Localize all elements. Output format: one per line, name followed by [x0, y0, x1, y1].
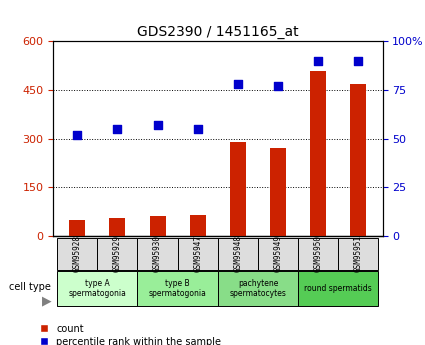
FancyBboxPatch shape — [57, 272, 137, 306]
FancyBboxPatch shape — [218, 272, 298, 306]
Point — [114, 126, 121, 132]
Text: GSM95929: GSM95929 — [113, 235, 122, 273]
Bar — [69, 219, 85, 236]
FancyBboxPatch shape — [218, 238, 258, 270]
Legend: count, percentile rank within the sample: count, percentile rank within the sample — [39, 324, 221, 345]
FancyBboxPatch shape — [137, 238, 178, 270]
Text: GSM95947: GSM95947 — [193, 235, 202, 273]
FancyBboxPatch shape — [178, 238, 218, 270]
Point — [315, 58, 322, 63]
Text: round spermatids: round spermatids — [304, 284, 372, 293]
Bar — [350, 83, 366, 236]
Bar — [310, 71, 326, 236]
Bar — [190, 215, 206, 236]
Text: GSM95949: GSM95949 — [274, 235, 283, 273]
Text: GSM95930: GSM95930 — [153, 235, 162, 273]
Text: GSM95950: GSM95950 — [314, 235, 323, 273]
Text: GSM95951: GSM95951 — [354, 235, 363, 273]
Text: pachytene
spermatocytes: pachytene spermatocytes — [230, 279, 286, 298]
FancyBboxPatch shape — [298, 272, 379, 306]
FancyBboxPatch shape — [298, 238, 338, 270]
Text: type A
spermatogonia: type A spermatogonia — [68, 279, 126, 298]
FancyBboxPatch shape — [258, 238, 298, 270]
Text: type B
spermatogonia: type B spermatogonia — [149, 279, 207, 298]
Point — [235, 81, 241, 87]
Bar — [150, 216, 166, 236]
Point — [355, 58, 362, 63]
Text: cell type: cell type — [9, 282, 51, 292]
Title: GDS2390 / 1451165_at: GDS2390 / 1451165_at — [137, 25, 299, 39]
FancyBboxPatch shape — [57, 238, 97, 270]
Bar — [109, 218, 125, 236]
Text: ▶: ▶ — [42, 295, 51, 308]
Point — [154, 122, 161, 128]
Point — [194, 126, 201, 132]
Bar — [230, 142, 246, 236]
Text: GSM95928: GSM95928 — [73, 235, 82, 273]
FancyBboxPatch shape — [137, 272, 218, 306]
Text: GSM95948: GSM95948 — [233, 235, 242, 273]
FancyBboxPatch shape — [97, 238, 137, 270]
Point — [275, 83, 281, 89]
Point — [74, 132, 81, 137]
FancyBboxPatch shape — [338, 238, 379, 270]
Bar — [270, 148, 286, 236]
